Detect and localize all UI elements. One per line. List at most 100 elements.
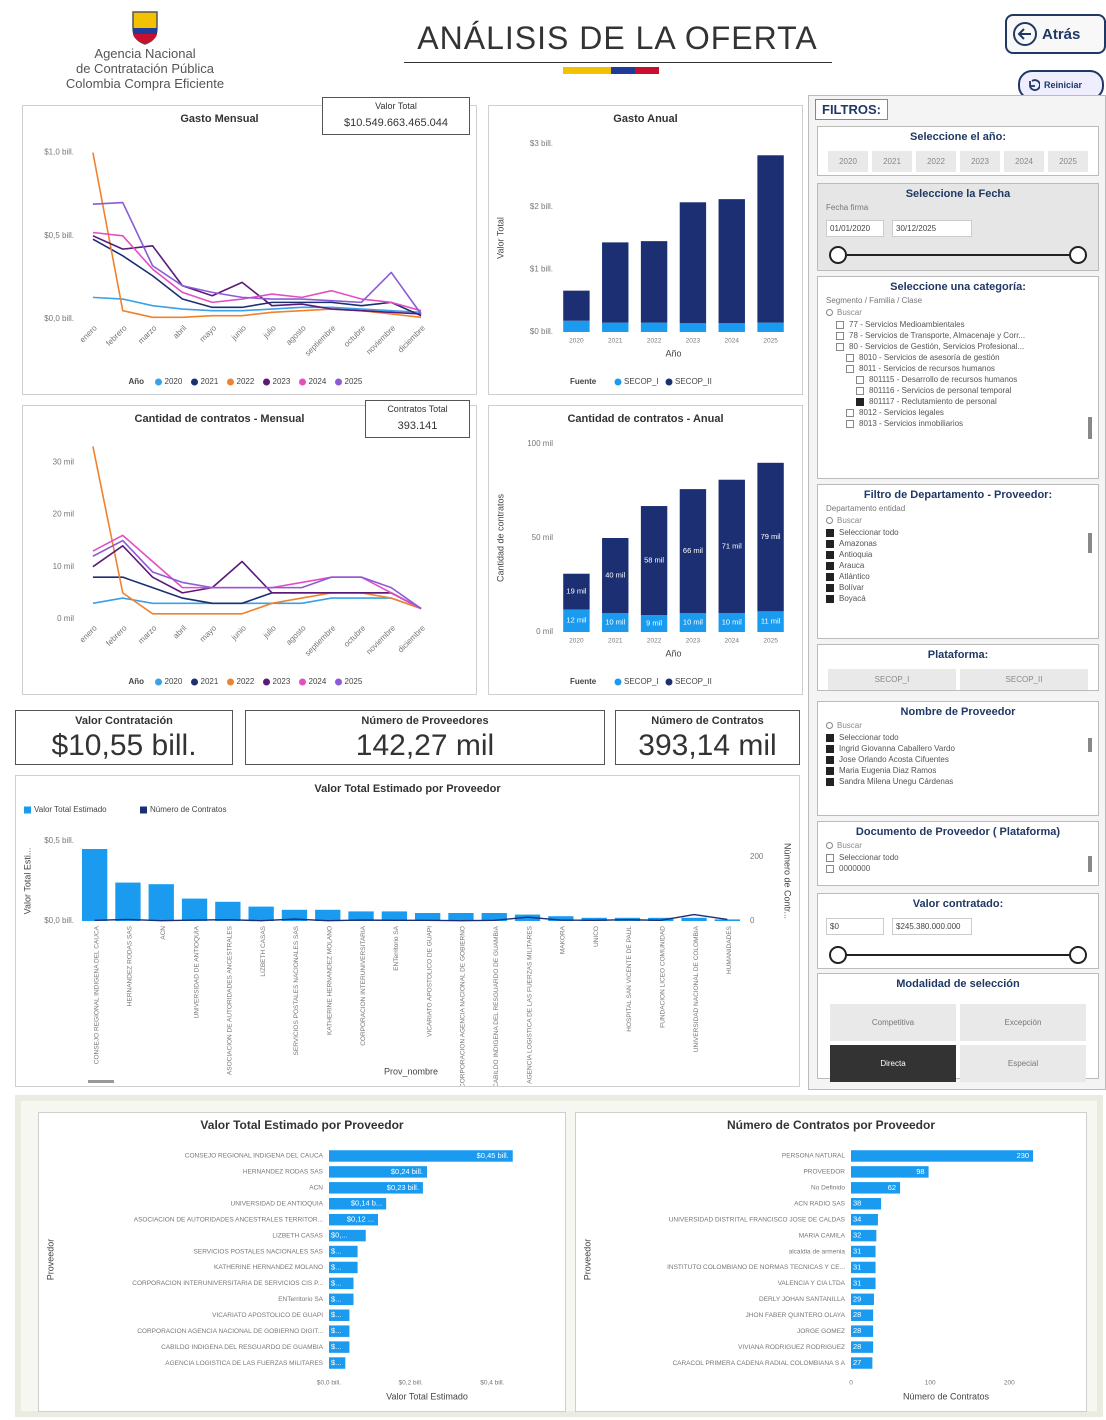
option-button[interactable]: 2024 xyxy=(1004,151,1044,172)
option-button[interactable]: SECOP_I xyxy=(828,669,956,690)
option-button[interactable]: Competitiva xyxy=(830,1004,956,1041)
range-from[interactable]: 01/01/2020 xyxy=(826,220,884,237)
legend-swatch xyxy=(155,378,162,386)
bar-value-label: 9 mil xyxy=(646,619,662,628)
range-to[interactable]: 30/12/2025 xyxy=(892,220,972,237)
list-item[interactable]: 8012 - Servicios legales xyxy=(846,408,1090,417)
checkbox[interactable] xyxy=(826,744,834,753)
list-item[interactable]: 801116 - Servicios de personal temporal xyxy=(856,386,1090,395)
bar xyxy=(329,1309,350,1321)
checkbox[interactable] xyxy=(826,766,834,775)
option-button[interactable]: 2023 xyxy=(960,151,1000,172)
option-button[interactable]: Excepción xyxy=(960,1004,1086,1041)
search-box[interactable]: Buscar xyxy=(826,841,1090,850)
item-label: Antioquia xyxy=(839,550,873,559)
checkbox[interactable] xyxy=(826,864,834,873)
legend-label: Valor Total Estimado xyxy=(34,805,107,814)
checkbox[interactable] xyxy=(826,853,834,862)
search-box[interactable]: Buscar xyxy=(826,516,1090,525)
slider-knob[interactable] xyxy=(829,246,847,264)
bar xyxy=(851,1357,873,1369)
bar-value-label: 27 xyxy=(853,1358,861,1367)
list-item[interactable]: Seleccionar todo xyxy=(826,733,1090,742)
chart: Gasto Anual $0 bill. $1 bill. $2 bill. $3 bi… xyxy=(495,113,784,386)
field-name: Segmento / Familia / Clase xyxy=(826,296,923,305)
bar-value-label: 31 xyxy=(853,1278,861,1287)
slider-knob[interactable] xyxy=(1069,246,1087,264)
range-slider[interactable] xyxy=(829,246,1087,264)
legend-label: 2025 xyxy=(345,377,363,386)
checkbox[interactable] xyxy=(826,594,834,603)
y-tick-label: ACN RADIO SAS xyxy=(794,1200,846,1207)
y-tick-label: UNIVERSIDAD DISTRITAL FRANCISCO JOSE DE … xyxy=(669,1216,846,1223)
checkbox[interactable] xyxy=(856,397,864,406)
checkbox[interactable] xyxy=(826,777,834,786)
list-item[interactable]: Maria Eugenia Diaz Ramos xyxy=(826,766,1090,775)
list-item[interactable]: Ingrid Giovanna Caballero Vardo xyxy=(826,744,1090,753)
search-box[interactable]: Buscar xyxy=(826,721,1090,730)
list-item[interactable]: 8011 - Servicios de recursos humanos xyxy=(846,364,1090,373)
list-item[interactable]: Seleccionar todo xyxy=(826,853,1090,862)
checkbox[interactable] xyxy=(826,733,834,742)
list-item[interactable]: Jose Orlando Acosta Cifuentes xyxy=(826,755,1090,764)
checkbox[interactable] xyxy=(836,331,844,340)
list-item[interactable]: 77 - Servicios Medioambientales xyxy=(836,320,1090,329)
range-slider[interactable] xyxy=(829,946,1087,964)
list-item[interactable]: Amazonas xyxy=(826,539,1090,548)
back-button[interactable]: Atrás xyxy=(1005,14,1106,54)
legend-swatch xyxy=(191,678,198,686)
bar xyxy=(381,911,408,921)
checkbox[interactable] xyxy=(826,583,834,592)
checkbox[interactable] xyxy=(846,364,854,373)
list-item[interactable]: 0000000 xyxy=(826,864,1090,873)
list-item[interactable]: 80 - Servicios de Gestión, Servicios Pro… xyxy=(836,342,1090,351)
option-button[interactable]: 2020 xyxy=(828,151,868,172)
checkbox[interactable] xyxy=(836,320,844,329)
range-from[interactable]: $0 xyxy=(826,918,884,935)
x-tick-label: diciembre xyxy=(396,323,427,354)
list-item[interactable]: 8013 - Servicios inmobiliarios xyxy=(846,419,1090,428)
legend-swatch xyxy=(665,678,673,686)
option-button[interactable]: 2022 xyxy=(916,151,956,172)
bar-segment xyxy=(718,199,745,324)
slider-knob[interactable] xyxy=(1069,946,1087,964)
list-item[interactable]: Sandra Milena Unegu Cárdenas xyxy=(826,777,1090,786)
checkbox[interactable] xyxy=(826,755,834,764)
checkbox[interactable] xyxy=(826,572,834,581)
bar-value-label: $... xyxy=(331,1247,341,1256)
search-box[interactable]: Buscar xyxy=(826,308,1090,317)
list-item[interactable]: 8010 - Servicios de asesoría de gestión xyxy=(846,353,1090,362)
option-button[interactable]: SECOP_II xyxy=(960,669,1088,690)
list-item[interactable]: Arauca xyxy=(826,561,1090,570)
range-to[interactable]: $245.380.000.000 xyxy=(892,918,972,935)
option-button[interactable]: Directa xyxy=(830,1045,956,1082)
checkbox[interactable] xyxy=(856,386,864,395)
list-item[interactable]: 801117 - Reclutamiento de personal xyxy=(856,397,1090,406)
checkbox[interactable] xyxy=(846,408,854,417)
checkbox[interactable] xyxy=(846,353,854,362)
checkbox[interactable] xyxy=(856,375,864,384)
item-label: Seleccionar todo xyxy=(839,853,899,862)
list-item[interactable]: Seleccionar todo xyxy=(826,528,1090,537)
checkbox[interactable] xyxy=(826,528,834,537)
option-button[interactable]: 2025 xyxy=(1048,151,1088,172)
bar-value-label: 28 xyxy=(853,1342,861,1351)
list-item[interactable]: 801115 - Desarrollo de recursos humanos xyxy=(856,375,1090,384)
option-button[interactable]: 2021 xyxy=(872,151,912,172)
list-item[interactable]: Antioquia xyxy=(826,550,1090,559)
list-item[interactable]: Atlántico xyxy=(826,572,1090,581)
list-item[interactable]: 78 - Servicios de Transporte, Almacenaje… xyxy=(836,331,1090,340)
checkbox[interactable] xyxy=(826,550,834,559)
checkbox[interactable] xyxy=(836,342,844,351)
bar-value-label: $0,14 b... xyxy=(351,1199,382,1208)
checkbox[interactable] xyxy=(826,539,834,548)
bar xyxy=(851,1182,901,1194)
list-item[interactable]: Boyacá xyxy=(826,594,1090,603)
x-tick-label: CORPORACION INTERUNIVERSITARIA xyxy=(360,925,367,1045)
option-button[interactable]: Especial xyxy=(960,1045,1086,1082)
list-item[interactable]: Bolívar xyxy=(826,583,1090,592)
checkbox[interactable] xyxy=(846,419,854,428)
slider-knob[interactable] xyxy=(829,946,847,964)
checkbox[interactable] xyxy=(826,561,834,570)
x-tick-label: 2021 xyxy=(608,638,623,645)
